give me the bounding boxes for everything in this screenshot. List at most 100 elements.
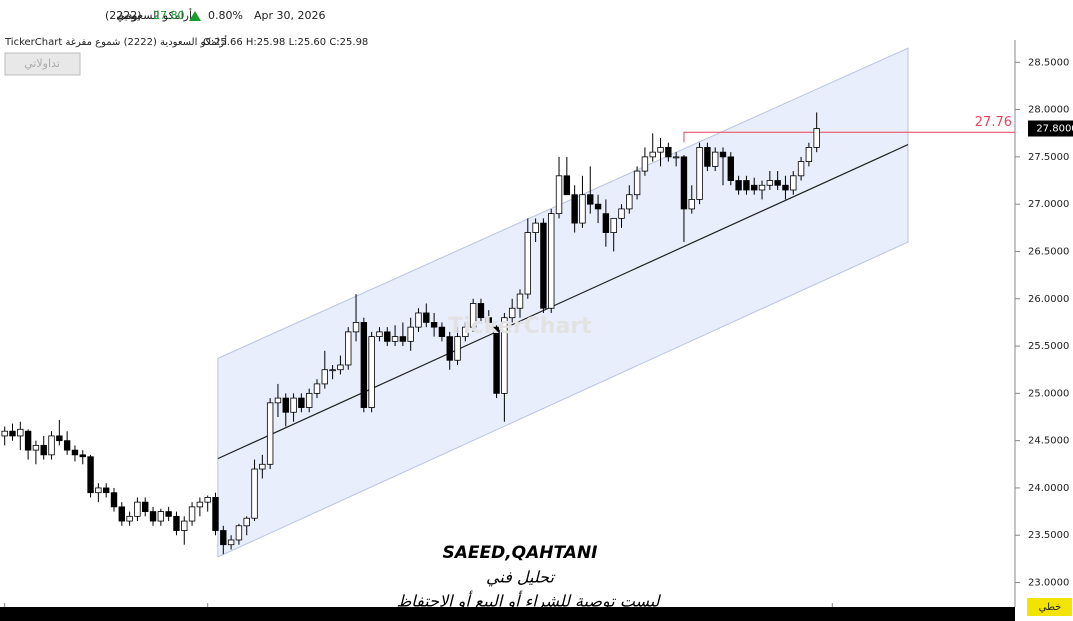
candle-body <box>181 520 188 531</box>
candle-body <box>126 515 133 522</box>
candle-body <box>399 336 407 342</box>
candle-body <box>212 497 219 531</box>
candle-body <box>220 530 227 546</box>
candle-body <box>17 428 24 437</box>
candle-body <box>711 151 719 167</box>
candle-body <box>368 336 375 408</box>
candle-body <box>282 397 289 413</box>
candle-body <box>391 336 399 342</box>
candle-body <box>243 517 250 527</box>
candle-body <box>587 194 594 205</box>
candle-body <box>423 312 430 323</box>
annotation: SAEED,QAHTANI <box>442 543 597 563</box>
candle-body <box>438 326 446 338</box>
plot: 23.0000 23.5000 24.0000 24.5000 25.0000 25.50… <box>1 40 1073 621</box>
candle-body <box>766 180 774 186</box>
x-axis-bar <box>0 607 1015 621</box>
candle-body <box>516 293 524 309</box>
candle-body <box>274 397 282 404</box>
candle-body <box>797 161 805 177</box>
candle-body <box>71 449 79 456</box>
candle-body <box>24 430 32 451</box>
y-tick-label: 24.0000 <box>1028 483 1069 494</box>
candle-body <box>446 336 453 361</box>
candle-body <box>415 312 422 328</box>
candle-body <box>735 180 742 191</box>
candle-body <box>352 322 360 333</box>
candle-body <box>626 194 633 210</box>
candle-body <box>602 213 610 233</box>
candle-body <box>32 444 40 451</box>
y-tick-label: 25.5000 <box>1028 341 1069 352</box>
y-tick-label: 28.0000 <box>1028 105 1069 116</box>
candle-body <box>321 369 328 385</box>
period: يومي <box>116 9 140 22</box>
candle-body <box>298 397 305 408</box>
style-label[interactable]: خطي <box>1039 602 1062 613</box>
candle-body <box>157 511 165 522</box>
stock-name: أرامكو السعودية <box>118 8 192 22</box>
candle-body <box>579 194 586 224</box>
candle-body <box>805 147 813 163</box>
candle-body <box>360 322 368 408</box>
candle-body <box>266 402 274 465</box>
candle-body <box>641 156 649 172</box>
candle-body <box>649 151 656 158</box>
candle-body <box>290 397 297 413</box>
candle-body <box>790 175 797 191</box>
candle-body <box>688 199 695 210</box>
candle-body <box>633 170 641 196</box>
y-tick-label: 23.0000 <box>1028 578 1069 589</box>
candle-body <box>48 435 55 456</box>
candle-body <box>469 303 477 328</box>
candle-body <box>376 331 383 338</box>
candle-body <box>454 336 461 361</box>
candle-body <box>696 147 703 200</box>
annotation: تحليل فني <box>486 568 555 587</box>
candle-body <box>462 326 469 338</box>
y-tick-label: 26.0000 <box>1028 294 1069 305</box>
button-label[interactable]: تداولاتي <box>24 57 60 70</box>
candle-body <box>235 525 243 541</box>
candle-body <box>227 539 235 546</box>
candle-body <box>540 222 547 309</box>
candle-body <box>251 468 258 519</box>
level-label: 27.76 <box>975 115 1012 130</box>
candle-body <box>532 222 539 233</box>
candle-body <box>704 147 711 167</box>
channel-middle <box>217 144 909 460</box>
candle-body <box>407 326 414 342</box>
candle-body <box>204 497 211 503</box>
date: Apr 30, 2026 <box>254 9 326 22</box>
y-tick-label: 28.5000 <box>1028 57 1069 68</box>
candle-body <box>87 456 94 494</box>
candle-body <box>555 175 563 215</box>
candle-body <box>188 506 196 522</box>
style-button[interactable] <box>1027 598 1072 616</box>
ohlc: O:25.66 H:25.98 L:25.60 C:25.98 <box>203 37 368 48</box>
candle-body <box>337 364 344 371</box>
up-arrow <box>189 11 201 21</box>
candle-body <box>149 511 157 522</box>
candle-body <box>727 156 734 181</box>
y-tick-label: 23.5000 <box>1028 530 1069 541</box>
candle-body <box>501 317 508 394</box>
candle-body <box>196 501 204 508</box>
candle-body <box>134 501 141 517</box>
candle-body <box>79 454 86 458</box>
y-tick-label: 24.5000 <box>1028 436 1069 447</box>
candle-body <box>173 515 180 531</box>
candle-body <box>95 487 102 494</box>
candle-body <box>56 435 63 442</box>
button[interactable] <box>4 52 81 76</box>
candle-body <box>40 444 47 456</box>
stock-code: (2222) <box>105 9 142 22</box>
candle-body <box>680 156 688 210</box>
change: 0.80% <box>208 9 243 22</box>
candle-body <box>657 147 664 153</box>
candle-body <box>485 317 492 323</box>
price: 27.80 <box>153 9 185 22</box>
candle-body <box>751 184 758 191</box>
